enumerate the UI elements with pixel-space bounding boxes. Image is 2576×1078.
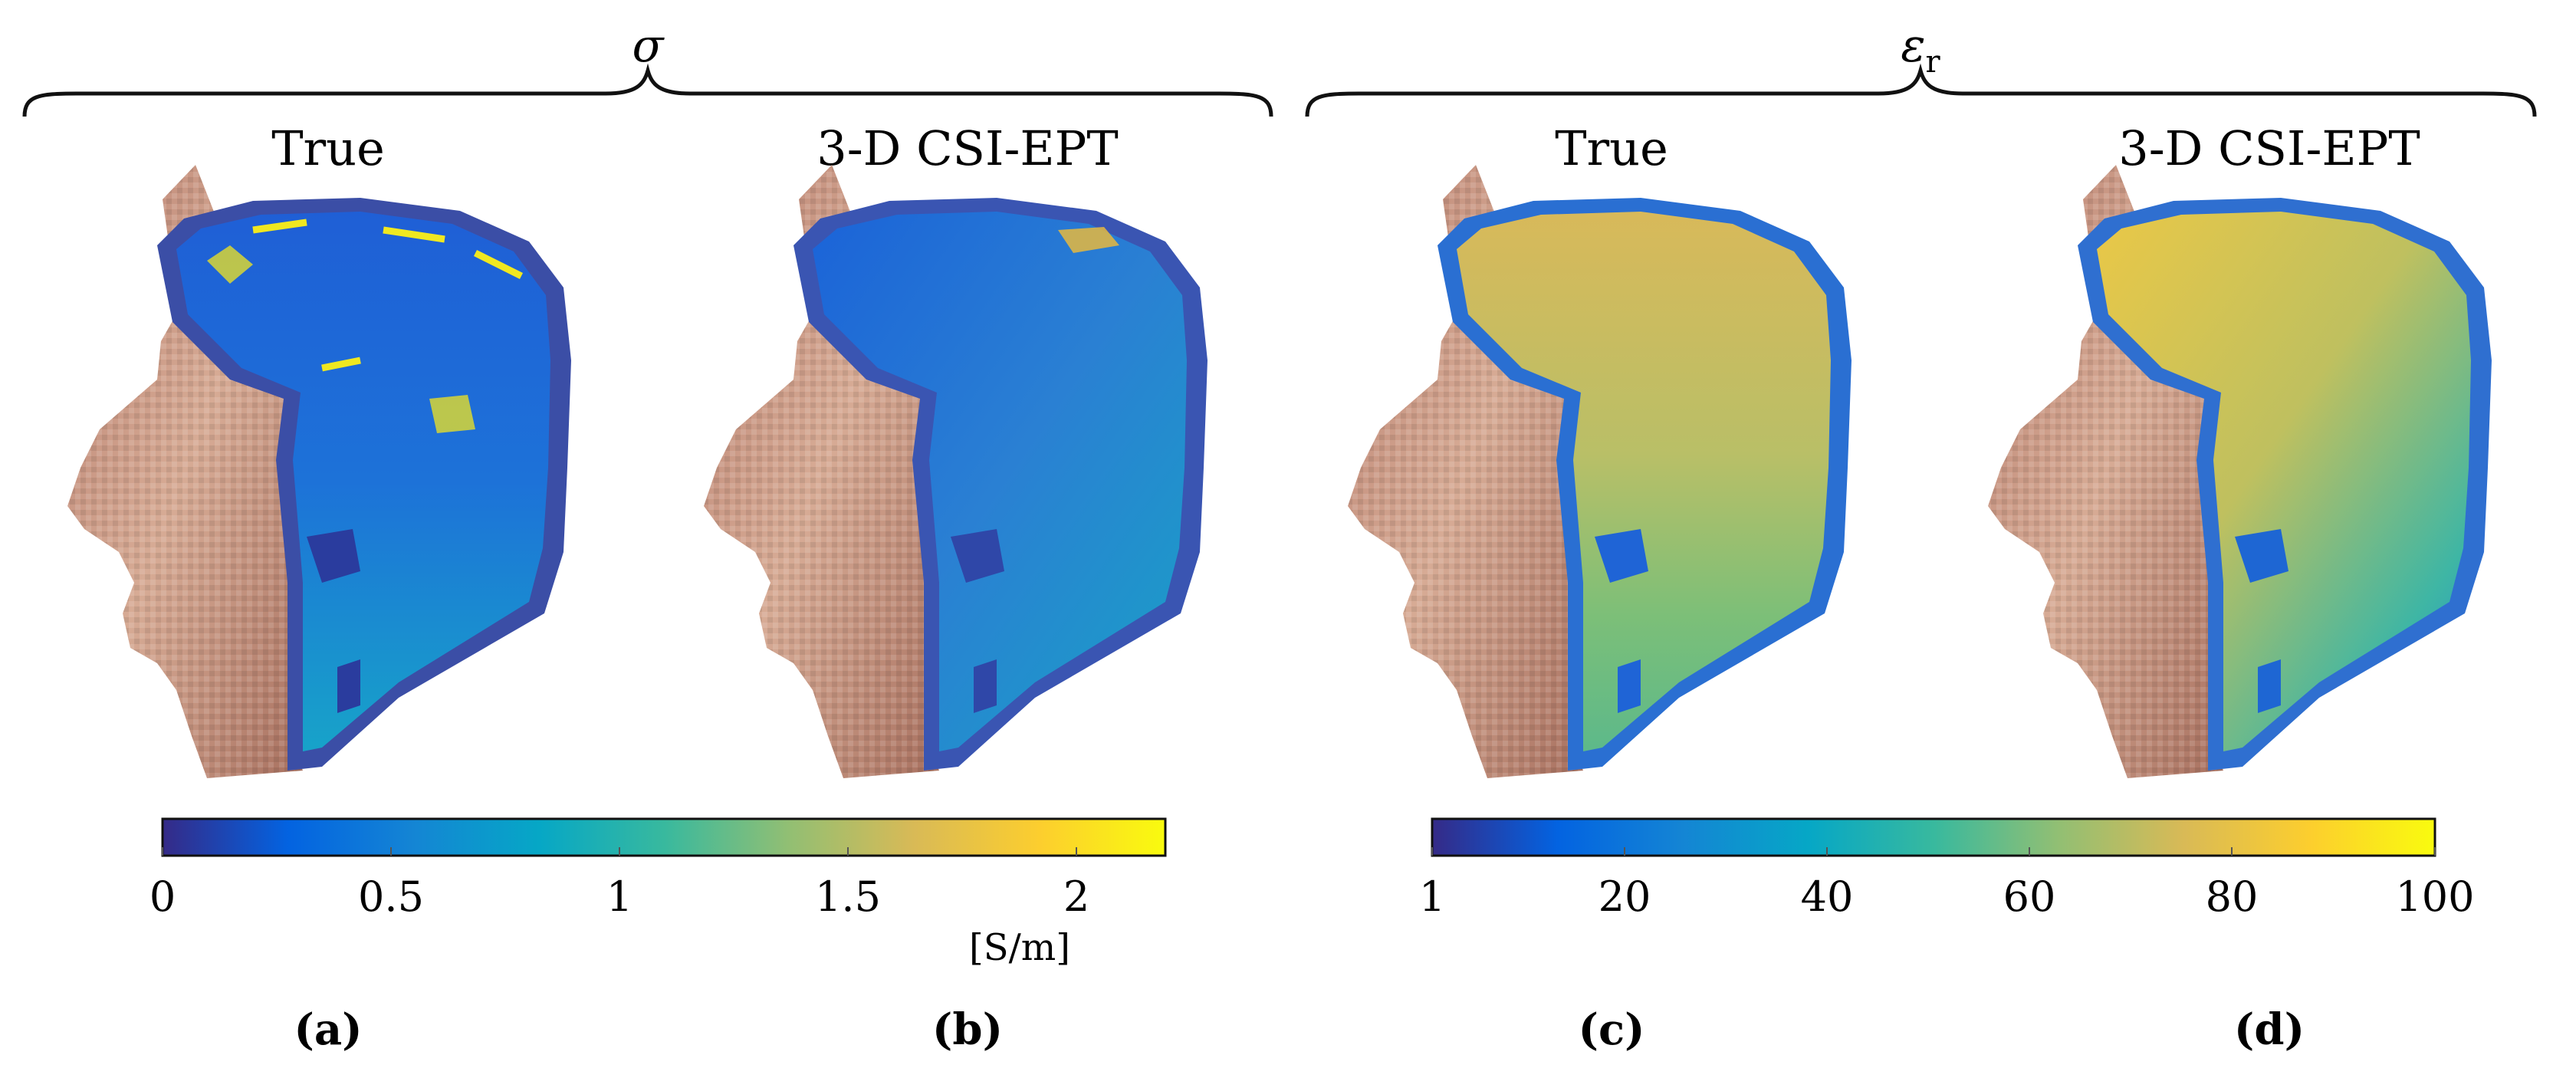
- colorbar-sigma-tick: 2: [1063, 873, 1089, 921]
- dark-region: [1595, 529, 1648, 713]
- panel-c-title: True: [1555, 120, 1668, 176]
- cut-interior: [1457, 212, 1831, 751]
- colorbar-epsilon-tick: 80: [2206, 873, 2259, 921]
- colorbar-epsilon-tick: 1: [1419, 873, 1445, 921]
- colorbar-sigma-tick: 1: [606, 873, 632, 921]
- colorbar-sigma-unit: [S/m]: [969, 926, 1070, 969]
- panel-d-label: (d): [2234, 1004, 2305, 1055]
- highlight-region: [252, 219, 524, 372]
- sigma-symbol: σ: [632, 19, 665, 73]
- cut-interior: [813, 212, 1187, 751]
- sigma-group-brace: [22, 63, 1273, 117]
- cut-interior: [176, 212, 550, 751]
- panel-d-title: 3-D CSI-EPT: [2118, 120, 2420, 176]
- highlight-region: [207, 245, 475, 433]
- colorbar-sigma-tick: 0.5: [358, 873, 424, 921]
- colorbar-epsilon-tick: 40: [1801, 873, 1854, 921]
- panel-b-label: (b): [932, 1004, 1003, 1055]
- panel-a-head: [67, 165, 571, 778]
- colorbar-sigma: 0 0.5 1 1.5 2 [S/m]: [150, 817, 1167, 969]
- highlight-region: [1058, 227, 1119, 253]
- panel-a-title: True: [271, 120, 385, 176]
- colorbar-epsilon-tick: 60: [2003, 873, 2056, 921]
- panel-b-title: 3-D CSI-EPT: [816, 120, 1119, 176]
- panel-a-label: (a): [294, 1004, 362, 1055]
- epsilon-group-brace: [1305, 63, 2537, 117]
- dark-region: [307, 529, 360, 713]
- epsilon-base: ε: [1901, 19, 1925, 73]
- colorbar-sigma-gradient: [161, 817, 1167, 857]
- epsilon-subscript: r: [1926, 44, 1941, 80]
- panel-c-label: (c): [1578, 1004, 1644, 1055]
- colorbar-epsilon: 1 20 40 60 80 100: [1419, 817, 2475, 921]
- colorbar-sigma-tick: 0: [150, 873, 176, 921]
- panel-d-head: [1988, 165, 2492, 778]
- colorbar-sigma-tick: 1.5: [815, 873, 881, 921]
- colorbar-epsilon-tick: 100: [2395, 873, 2474, 921]
- panel-b-head: [704, 165, 1208, 778]
- dark-region: [951, 529, 1004, 713]
- dark-region: [2235, 529, 2288, 713]
- panel-c-head: [1348, 165, 1852, 778]
- cut-interior: [2097, 212, 2471, 751]
- epsilon-symbol: εr: [1901, 19, 1940, 80]
- colorbar-epsilon-gradient: [1431, 817, 2436, 857]
- colorbar-epsilon-tick: 20: [1598, 873, 1651, 921]
